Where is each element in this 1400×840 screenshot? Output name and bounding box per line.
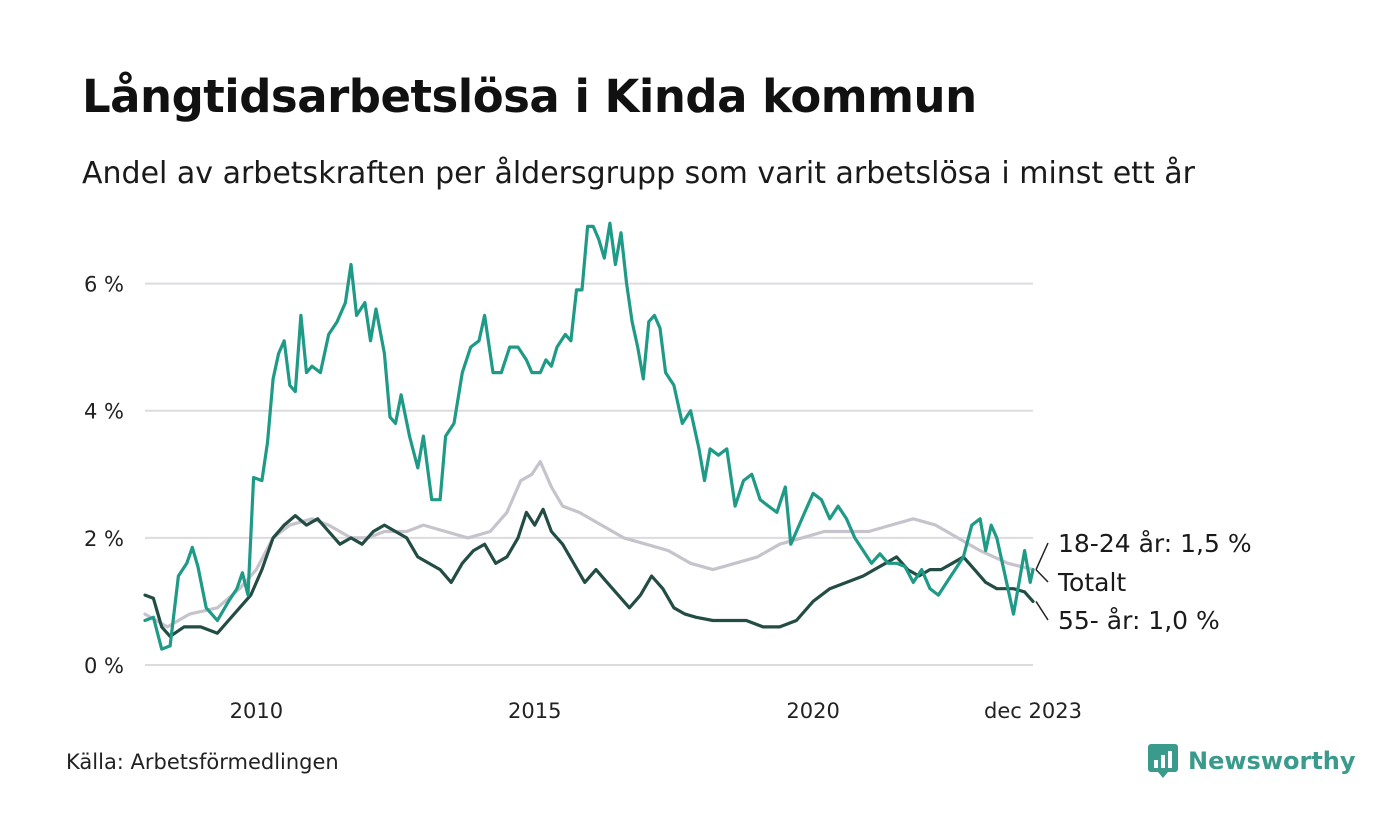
y-tick-label: 2 % <box>84 527 124 551</box>
series-label: 18-24 år: 1,5 % <box>1058 529 1252 558</box>
chart-title: Långtidsarbetslösa i Kinda kommun <box>82 70 977 123</box>
x-tick-label: 2015 <box>508 699 561 723</box>
series-labels: Totalt 55- år: 1,0 % 18-24 år: 1,5 % <box>1035 529 1252 635</box>
x-tick-label: 2020 <box>786 699 839 723</box>
chart-subtitle: Andel av arbetskraften per åldersgrupp s… <box>82 156 1195 191</box>
y-tick-label: 0 % <box>84 654 124 678</box>
y-tick-label: 6 % <box>84 273 124 297</box>
label-leader <box>1035 542 1049 570</box>
label-leader <box>1035 601 1049 621</box>
grid-lines <box>145 282 1033 666</box>
y-axis: 0 % 2 % 4 % 6 % <box>84 273 124 678</box>
x-tick-label: 2010 <box>230 699 283 723</box>
brand-logo: Newsworthy <box>1148 744 1356 778</box>
source-note: Källa: Arbetsförmedlingen <box>66 750 339 774</box>
series-line <box>143 221 1035 651</box>
series-line <box>143 460 1035 629</box>
y-tick-label: 4 % <box>84 400 124 424</box>
series-label: Totalt <box>1057 568 1126 597</box>
label-leader <box>1035 569 1049 583</box>
series-line <box>143 507 1035 638</box>
series-label: 55- år: 1,0 % <box>1058 606 1220 635</box>
brand-name: Newsworthy <box>1188 747 1356 775</box>
bar-chart-logo-icon <box>1148 744 1178 778</box>
x-axis: 2010 2015 2020 dec 2023 <box>230 699 1082 723</box>
x-tick-label: dec 2023 <box>984 699 1082 723</box>
series-lines <box>143 221 1035 651</box>
